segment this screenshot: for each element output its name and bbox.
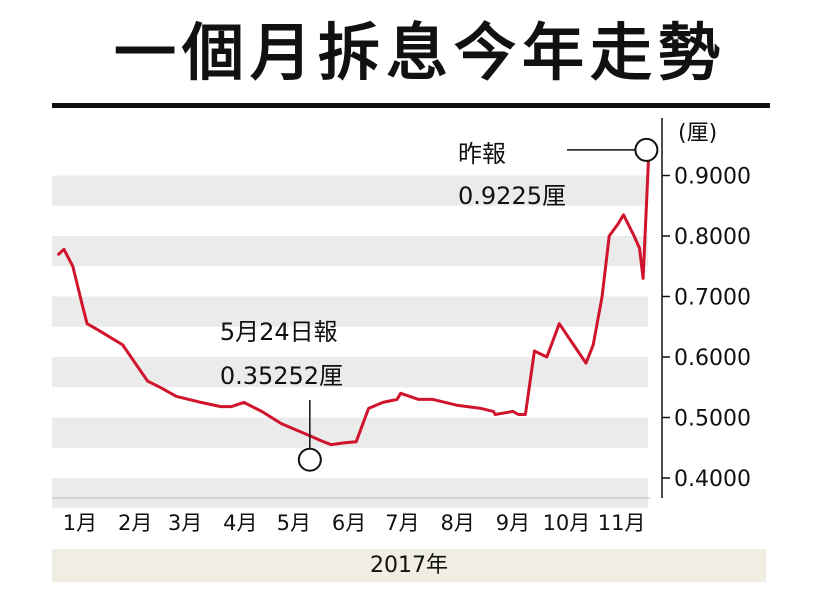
- background-bands: [52, 175, 648, 509]
- annotation-low-value: 0.35252厘: [220, 362, 343, 390]
- x-tick-label: 4月: [223, 511, 257, 535]
- x-axis-month-labels: 1月 2月 3月 4月 5月 6月 7月 8月 9月 10月 11月: [63, 511, 646, 535]
- x-tick-label: 11月: [598, 511, 646, 535]
- x-tick-label: 2月: [118, 511, 152, 535]
- annotation-latest-value: 0.9225厘: [458, 182, 566, 210]
- title-rule: [52, 103, 770, 108]
- x-tick-label: 10月: [543, 511, 591, 535]
- y-unit-label: (厘): [678, 121, 717, 146]
- y-tick-label: 0.7000: [674, 286, 751, 311]
- x-tick-label: 9月: [496, 511, 530, 535]
- chart-title: 一個月拆息今年走勢: [113, 16, 726, 89]
- x-tick-label: 3月: [168, 511, 202, 535]
- annotation-marker-low: [297, 447, 322, 472]
- annotations: 5月24日報 0.35252厘 昨報 0.9225厘: [220, 137, 659, 472]
- x-tick-label: 5月: [277, 511, 311, 535]
- y-tick-label: 0.6000: [674, 346, 751, 371]
- x-tick-label: 7月: [385, 511, 419, 535]
- annotation-latest-label: 昨報: [458, 140, 506, 168]
- y-tick-label: 0.4000: [674, 467, 751, 492]
- y-tick-label: 0.9000: [674, 165, 751, 190]
- annotation-low-date: 5月24日報: [220, 318, 338, 346]
- x-tick-label: 8月: [441, 511, 475, 535]
- y-tick-label: 0.8000: [674, 225, 751, 250]
- y-axis: 0.9000 0.8000 0.7000 0.6000 0.5000 0.4000: [52, 118, 751, 499]
- background-band: [52, 175, 648, 206]
- series-line: [57, 160, 650, 447]
- x-tick-label: 1月: [63, 511, 97, 535]
- annotation-marker-latest: [634, 137, 659, 162]
- x-axis-year-bar: 2017年: [52, 549, 766, 582]
- background-band: [52, 236, 648, 267]
- x-axis-label: 2017年: [370, 553, 448, 578]
- x-tick-label: 6月: [332, 511, 366, 535]
- background-band: [52, 296, 648, 327]
- background-band: [52, 478, 648, 509]
- y-tick-label: 0.5000: [674, 407, 751, 432]
